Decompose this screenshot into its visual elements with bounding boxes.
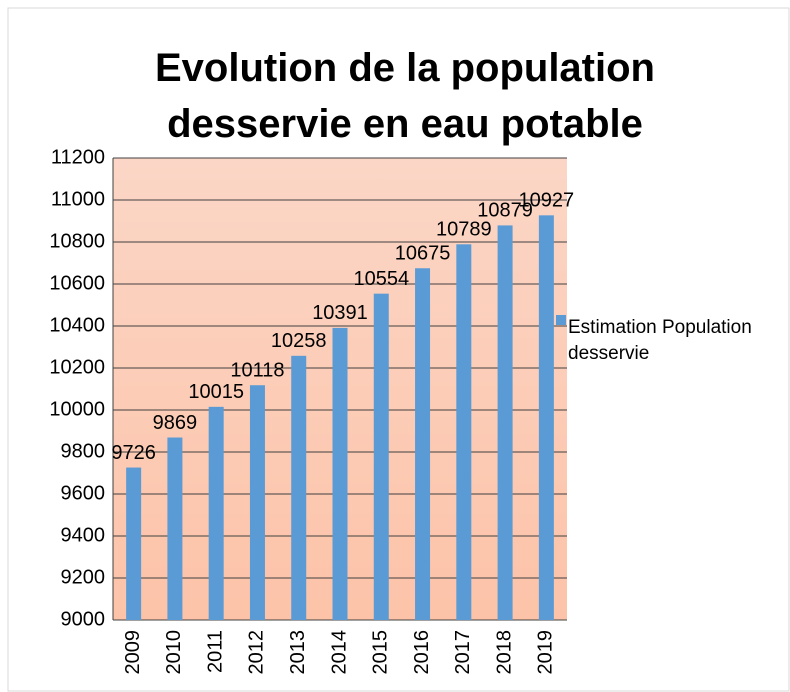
y-tick-label: 11200	[51, 146, 105, 168]
data-label: 10118	[230, 360, 284, 382]
data-label: 10879	[477, 200, 533, 222]
x-tick-label: 2019	[535, 630, 557, 675]
y-tick-label: 9400	[61, 524, 106, 546]
y-tick-label: 9200	[61, 566, 106, 588]
x-tick-label: 2015	[370, 630, 392, 675]
y-tick-label: 9600	[61, 482, 106, 504]
data-label: 10391	[312, 302, 368, 324]
x-tick-label: 2018	[493, 630, 515, 675]
data-label: 10258	[271, 330, 327, 352]
bar	[332, 327, 348, 620]
y-tick-label: 10000	[49, 398, 105, 420]
data-label: 9726	[111, 442, 156, 464]
x-tick-label: 2010	[163, 630, 185, 675]
bar	[291, 355, 307, 620]
bar	[456, 244, 472, 620]
data-label: 10927	[519, 190, 575, 212]
chart-title: Evolution de la population desservie en …	[155, 46, 655, 146]
chart-border	[7, 7, 790, 692]
x-tick-label: 2011	[204, 630, 226, 673]
y-tick-label: 10600	[49, 272, 105, 294]
data-label: 10789	[436, 219, 492, 241]
y-tick-label: 9800	[61, 440, 106, 462]
x-tick-label: 2017	[452, 630, 474, 675]
y-tick-label: 10400	[49, 314, 105, 336]
bar	[497, 225, 513, 620]
y-tick-label: 10800	[49, 230, 105, 252]
y-tick-label: 11000	[51, 188, 105, 210]
y-tick-label: 10200	[49, 356, 105, 378]
bar	[208, 406, 224, 620]
bar	[126, 467, 142, 620]
y-tick-label: 9000	[61, 608, 106, 630]
bar	[538, 215, 554, 620]
data-label: 10015	[188, 381, 244, 403]
data-label: 10675	[395, 243, 451, 265]
data-label: 9869	[153, 412, 198, 434]
bar	[167, 437, 183, 620]
legend-label: Estimation Population desservie	[568, 317, 752, 364]
x-tick-label: 2012	[246, 630, 268, 675]
x-tick-label: 2013	[287, 630, 309, 675]
x-tick-label: 2016	[411, 630, 433, 675]
bar	[373, 293, 389, 620]
x-tick-label: 2014	[328, 630, 350, 675]
bar	[249, 385, 265, 620]
legend-swatch	[556, 315, 566, 325]
data-label: 10554	[353, 268, 409, 290]
x-tick-label: 2009	[122, 630, 144, 675]
bar	[415, 268, 431, 620]
